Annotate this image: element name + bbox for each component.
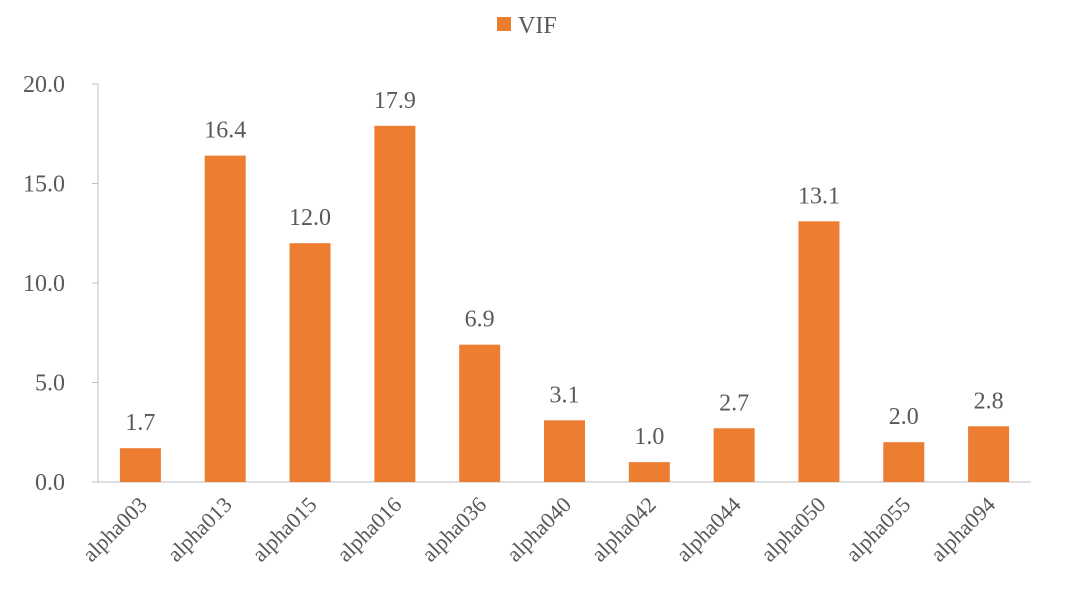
legend: VIF <box>497 13 557 39</box>
x-tick-label-alpha003: alpha003 <box>77 492 152 567</box>
y-axis: 0.0 5.0 10.0 15.0 20.0 <box>23 72 99 496</box>
x-tick-label-alpha055: alpha055 <box>841 492 916 567</box>
data-label-alpha016: 17.9 <box>374 88 416 114</box>
legend-label: VIF <box>518 13 557 39</box>
bar-alpha016 <box>374 125 416 482</box>
x-axis: alpha003 alpha013 alpha015 alpha016 alpha036… <box>77 481 1031 567</box>
bar-alpha042 <box>628 462 670 482</box>
bar-alpha050 <box>798 221 840 482</box>
data-label-alpha036: 6.9 <box>465 307 495 333</box>
data-label-alpha094: 2.8 <box>974 388 1004 414</box>
x-tick-label-alpha094: alpha094 <box>925 492 1000 567</box>
bar-alpha055 <box>883 442 925 482</box>
y-tick-label: 10.0 <box>23 271 65 297</box>
data-label-alpha050: 13.1 <box>798 183 840 209</box>
bars <box>119 125 1010 482</box>
data-label-alpha040: 3.1 <box>550 382 580 408</box>
x-tick-label-alpha050: alpha050 <box>756 492 831 567</box>
x-tick-label-alpha036: alpha036 <box>417 492 492 567</box>
bar-alpha044 <box>713 428 755 482</box>
x-tick-label-alpha016: alpha016 <box>332 492 407 567</box>
bar-alpha036 <box>459 344 501 482</box>
data-label-alpha055: 2.0 <box>889 404 919 430</box>
x-tick-label-alpha015: alpha015 <box>247 492 322 567</box>
bar-alpha040 <box>544 420 585 482</box>
bar-alpha013 <box>204 155 246 482</box>
data-label-alpha042: 1.0 <box>634 424 664 450</box>
y-tick-label: 20.0 <box>23 72 65 98</box>
bar-alpha015 <box>289 243 331 482</box>
data-labels: 1.7 16.4 12.0 17.9 6.9 3.1 1.0 2.7 13.1 2.0 2.8 <box>125 88 1003 450</box>
y-tick-label: 5.0 <box>35 371 65 397</box>
data-label-alpha003: 1.7 <box>125 410 155 436</box>
legend-swatch <box>497 17 511 31</box>
data-label-alpha044: 2.7 <box>719 390 749 416</box>
x-tick-label-alpha044: alpha044 <box>671 492 746 567</box>
x-tick-label-alpha042: alpha042 <box>586 492 661 567</box>
bar-alpha003 <box>119 448 161 482</box>
x-tick-label-alpha013: alpha013 <box>162 492 237 567</box>
y-tick-label: 15.0 <box>23 172 65 198</box>
y-tick-label: 0.0 <box>35 470 65 496</box>
bar-alpha094 <box>968 426 1010 482</box>
data-label-alpha015: 12.0 <box>289 205 331 231</box>
data-label-alpha013: 16.4 <box>204 118 246 144</box>
x-tick-label-alpha040: alpha040 <box>501 492 576 567</box>
